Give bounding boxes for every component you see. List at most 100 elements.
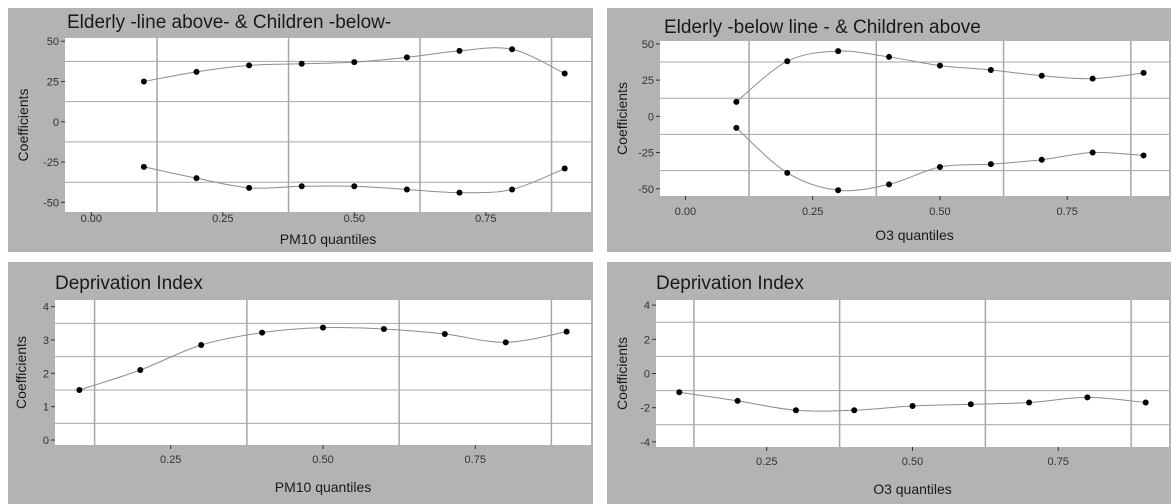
x-tick-label: 0.50 — [312, 454, 333, 466]
chart-title: Deprivation Index — [55, 273, 203, 294]
x-tick-label: 0.50 — [344, 213, 365, 225]
data-point — [351, 59, 358, 66]
data-point — [733, 98, 740, 105]
y-tick-label: -25 — [638, 148, 654, 160]
y-tick-label: 2 — [644, 334, 650, 346]
data-point — [193, 175, 200, 182]
x-tick-label: 0.75 — [465, 454, 486, 466]
data-point — [1089, 149, 1096, 156]
y-tick-label: 0 — [648, 111, 654, 123]
y-tick-label: -50 — [43, 197, 59, 209]
data-point — [509, 186, 516, 193]
data-point — [784, 169, 791, 176]
data-point — [502, 339, 509, 346]
x-tick-label: 0.25 — [160, 454, 181, 466]
plot-area — [55, 300, 591, 445]
chart-title: Elderly -below line - & Children above — [664, 17, 981, 38]
data-point — [320, 324, 326, 331]
data-point — [1140, 69, 1147, 76]
chart-svg-bottom-right: Deprivation Index -4 -2 0 2 4 0.25 0.50 0.75 O3 q… — [614, 273, 1169, 497]
x-tick-label: 0.00 — [675, 206, 696, 218]
data-point — [734, 397, 741, 404]
y-tick-label: 4 — [43, 302, 49, 314]
y-tick-label: 25 — [47, 77, 59, 89]
data-point — [886, 181, 893, 188]
data-point — [936, 164, 943, 171]
x-tick-label: 0.50 — [929, 206, 950, 218]
data-point — [1038, 156, 1045, 163]
data-point — [733, 124, 740, 131]
y-tick-label: -25 — [43, 157, 59, 169]
data-point — [909, 402, 916, 409]
y-tick-label: 25 — [642, 75, 654, 87]
x-tick-label: 0.00 — [81, 213, 102, 225]
x-axis-label: O3 quantiles — [875, 227, 954, 243]
data-point — [509, 46, 516, 53]
y-tick-label: 2 — [43, 368, 49, 380]
y-axis-label: Coefficients — [15, 89, 31, 162]
data-point — [140, 78, 147, 85]
data-point — [835, 48, 842, 55]
y-tick-label: 50 — [642, 39, 654, 51]
x-tick-label: 0.75 — [475, 213, 496, 225]
data-point — [198, 342, 205, 348]
x-tick-label: 0.25 — [756, 456, 777, 468]
data-point — [403, 54, 410, 61]
data-point — [1084, 394, 1091, 401]
data-point — [246, 62, 253, 69]
y-tick-label: 0 — [644, 369, 650, 381]
data-point — [403, 186, 410, 193]
x-tick-label: 0.75 — [1048, 456, 1069, 468]
data-point — [792, 407, 799, 414]
data-point — [351, 183, 358, 190]
data-point — [835, 187, 842, 194]
y-axis-label: Coefficients — [13, 336, 29, 409]
x-tick-label: 0.25 — [802, 206, 823, 218]
data-point — [784, 58, 791, 65]
data-point — [1026, 399, 1033, 406]
data-point — [1142, 399, 1149, 406]
x-tick-label: 0.50 — [902, 456, 923, 468]
chart-panel-top-right: Elderly -below line - & Children above -5… — [607, 8, 1171, 252]
y-tick-label: 4 — [644, 300, 650, 312]
chart-panel-bottom-left: Deprivation Index 0 1 2 3 4 0.25 0.50 0.75 PM10 q… — [8, 262, 593, 504]
data-point — [1038, 72, 1045, 79]
y-tick-label: -2 — [640, 403, 650, 415]
y-axis-label: Coefficients — [614, 82, 630, 155]
data-point — [456, 189, 463, 196]
data-point — [1089, 75, 1096, 82]
chart-panel-top-left: Elderly -line above- & Children -below- -… — [8, 8, 593, 252]
y-tick-label: 0 — [43, 435, 49, 447]
y-tick-label: -50 — [638, 184, 654, 196]
data-point — [441, 331, 448, 337]
chart-title: Elderly -line above- & Children -below- — [67, 12, 391, 33]
y-tick-label: -4 — [640, 437, 650, 449]
y-tick-label: 50 — [47, 36, 59, 48]
chart-svg-top-left: Elderly -line above- & Children -below- -… — [15, 12, 591, 247]
data-point — [967, 401, 974, 408]
data-point — [563, 328, 570, 335]
data-point — [987, 66, 994, 73]
x-axis-label: PM10 quantiles — [275, 479, 372, 495]
data-point — [936, 62, 943, 69]
y-tick-label: 3 — [43, 335, 49, 347]
chart-title: Deprivation Index — [656, 273, 804, 294]
data-point — [380, 326, 387, 332]
data-point — [298, 60, 305, 67]
chart-panel-bottom-right: Deprivation Index -4 -2 0 2 4 0.25 0.50 0.75 O3 q… — [607, 262, 1171, 504]
chart-svg-top-right: Elderly -below line - & Children above -5… — [614, 17, 1169, 243]
x-axis-label: PM10 quantiles — [280, 231, 377, 247]
data-point — [259, 329, 266, 336]
y-tick-label: 0 — [53, 117, 59, 129]
x-tick-label: 0.25 — [212, 213, 233, 225]
data-point — [137, 367, 144, 373]
y-axis-label: Coefficients — [614, 337, 630, 410]
data-point — [886, 53, 893, 60]
plot-area — [656, 300, 1169, 447]
x-axis-label: O3 quantiles — [873, 481, 952, 497]
data-point — [76, 387, 83, 393]
data-point — [561, 70, 568, 77]
data-point — [987, 161, 994, 168]
plot-area — [65, 38, 591, 212]
chart-svg-bottom-left: Deprivation Index 0 1 2 3 4 0.25 0.50 0.75 PM10 q… — [13, 273, 591, 495]
